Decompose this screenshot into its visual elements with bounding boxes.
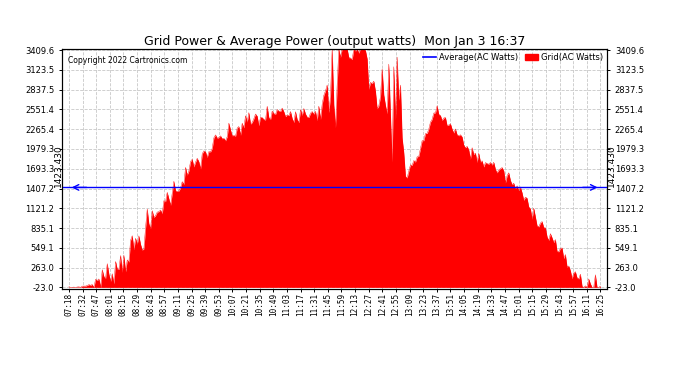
Text: 1423.430: 1423.430 — [607, 145, 615, 188]
Text: 1423.430: 1423.430 — [54, 145, 63, 188]
Legend: Average(AC Watts), Grid(AC Watts): Average(AC Watts), Grid(AC Watts) — [424, 53, 603, 62]
Title: Grid Power & Average Power (output watts)  Mon Jan 3 16:37: Grid Power & Average Power (output watts… — [144, 34, 525, 48]
Text: Copyright 2022 Cartronics.com: Copyright 2022 Cartronics.com — [68, 56, 187, 65]
